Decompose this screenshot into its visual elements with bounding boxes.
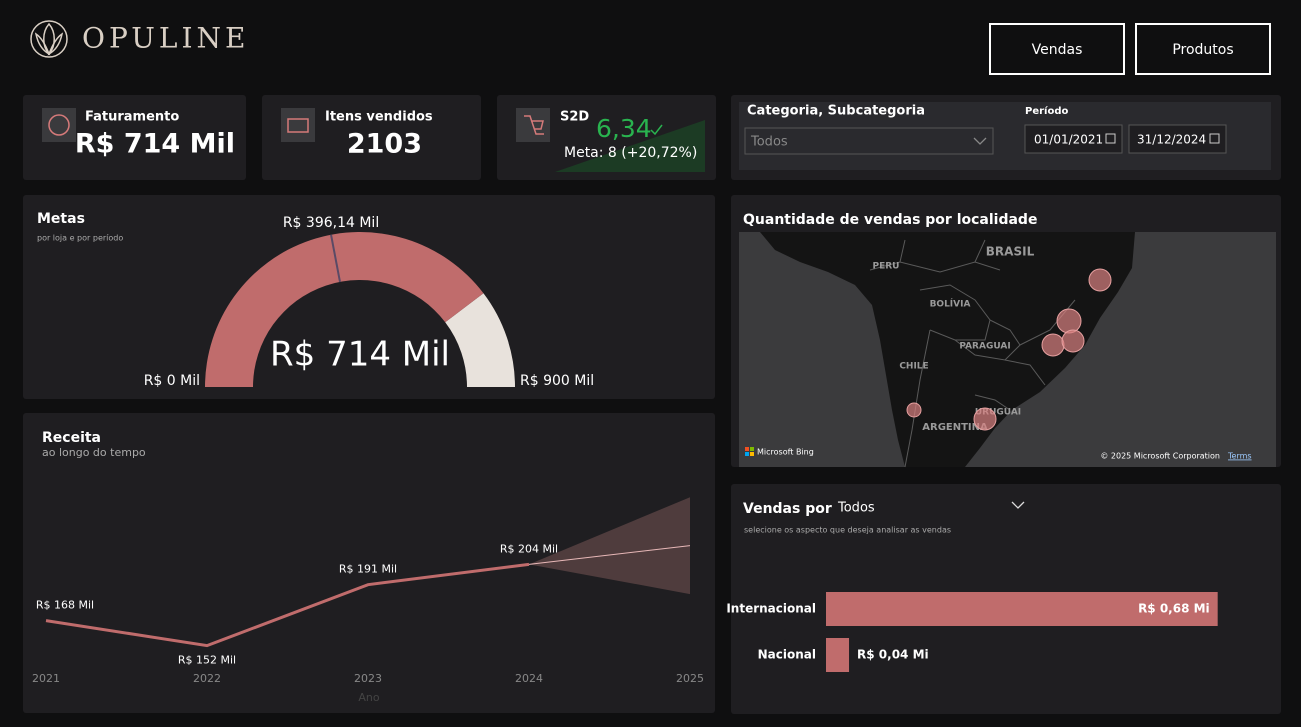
x-tick-label: 2022 (193, 672, 221, 685)
filter-label: Período (1025, 105, 1068, 117)
kpi-trend (555, 120, 705, 172)
nav-button-label[interactable]: Produtos (1172, 42, 1233, 58)
x-tick-label: 2021 (32, 672, 60, 685)
map-label: PARAGUAI (959, 342, 1010, 352)
x-tick-label: 2024 (515, 672, 543, 685)
gauge-min-label: R$ 0 Mil (144, 373, 200, 389)
gauge-value: R$ 714 Mil (270, 335, 450, 375)
kpi-icon (287, 118, 309, 133)
line-chart: 2021 R$ 168 Mil 2022 R$ 152 Mil 2023 R$ 191 M… (32, 497, 704, 685)
nav-button-label[interactable]: Vendas (1032, 42, 1083, 58)
x-axis-label: Ano (358, 691, 379, 704)
panel-title: Quantidade de vendas por localidade (743, 212, 1037, 228)
x-tick-label: 2025 (676, 672, 704, 685)
bar (826, 638, 850, 672)
y-tick-label: Internacional (726, 602, 816, 616)
map-terms[interactable]: Terms (1227, 452, 1252, 461)
map-land (760, 232, 1135, 467)
gauge-target-label: R$ 396,14 Mil (283, 215, 379, 231)
data-label: R$ 152 Mil (178, 654, 236, 667)
kpi-icon (48, 114, 70, 136)
data-label: R$ 168 Mil (36, 599, 94, 612)
map-label: BRASIL (986, 245, 1035, 259)
bar-chart: Internacional R$ 0,68 Mi Nacional R$ 0,04 M… (726, 592, 1218, 672)
data-label: R$ 0,68 Mi (1138, 602, 1210, 616)
check-icon (650, 124, 663, 136)
y-tick-label: Nacional (758, 648, 816, 662)
bing-logo (745, 447, 749, 451)
line-panel (23, 413, 715, 713)
chevron[interactable] (1011, 501, 1025, 509)
bing-logo (750, 452, 754, 456)
panel-subtitle: ao longo do tempo (42, 446, 146, 459)
map-label: CHILE (899, 362, 928, 372)
kpi-label: Itens vendidos (325, 110, 433, 125)
kpi-card (262, 95, 481, 180)
gauge-max-label: R$ 900 Mil (520, 373, 594, 389)
map-label: URUGUAI (975, 408, 1021, 418)
panel-title: Metas (37, 211, 85, 227)
kpi-value: R$ 714 Mil (75, 129, 235, 160)
kpi-goal: Meta: 8 (+20,72%) (564, 145, 697, 161)
bing-logo (745, 452, 749, 456)
map-label: ARGENTINA (922, 422, 988, 433)
panel-subtitle: selecione os aspecto que deseja analisar… (744, 526, 951, 535)
kpi-icon (281, 108, 315, 142)
map-label: BOLÍVIA (930, 298, 971, 310)
data-label: R$ 0,04 Mi (857, 648, 929, 662)
gauge-target (330, 234, 341, 283)
calendar-icon (1105, 133, 1116, 144)
kpi-card (23, 95, 246, 180)
map-bubbles (906, 268, 1112, 431)
kpi-icon (524, 115, 544, 135)
x-tick-label: 2023 (354, 672, 382, 685)
panel-title: Receita (42, 430, 101, 446)
logo (30, 20, 68, 58)
map-provider: Microsoft Bing (757, 448, 814, 457)
kpi-value: 2103 (347, 129, 422, 160)
selector-value[interactable]: Todos (837, 501, 875, 516)
dropdown[interactable] (744, 127, 994, 155)
forecast-line (528, 545, 691, 565)
date-value[interactable]: 31/12/2024 (1137, 133, 1206, 147)
data-label: R$ 204 Mil (500, 542, 558, 555)
gauge-remainder (445, 293, 515, 387)
map-copyright: © 2025 Microsoft Corporation (1100, 452, 1220, 461)
brand: OPULINE (82, 22, 250, 55)
kpi-label: S2D (560, 110, 589, 125)
panel-subtitle: por loja e por período (37, 234, 123, 243)
gauge-panel (23, 195, 715, 399)
kpi-icon (42, 108, 76, 142)
kpi-value: 6,34 (596, 114, 652, 143)
nav-button[interactable] (1135, 23, 1271, 75)
bar (826, 592, 1218, 626)
data-label: R$ 191 Mil (339, 563, 397, 576)
panel-title: Vendas por (743, 501, 832, 517)
dropdown-value[interactable]: Todos (750, 135, 788, 150)
map-label: PERU (873, 262, 900, 272)
forecast-band (529, 497, 690, 595)
nav-button[interactable] (989, 23, 1125, 75)
bing-logo (750, 447, 754, 451)
gauge: R$ 714 Mil R$ 0 Mil R$ 900 Mil R$ 396,14 Mi… (144, 215, 594, 389)
kpi-label: Faturamento (85, 110, 179, 125)
date-value[interactable]: 01/01/2021 (1034, 133, 1103, 147)
gauge-fill (205, 232, 484, 387)
filter-label: Categoria, Subcategoria (747, 104, 925, 119)
calendar-icon (1209, 133, 1220, 144)
chevron (973, 137, 987, 145)
line (45, 562, 530, 648)
